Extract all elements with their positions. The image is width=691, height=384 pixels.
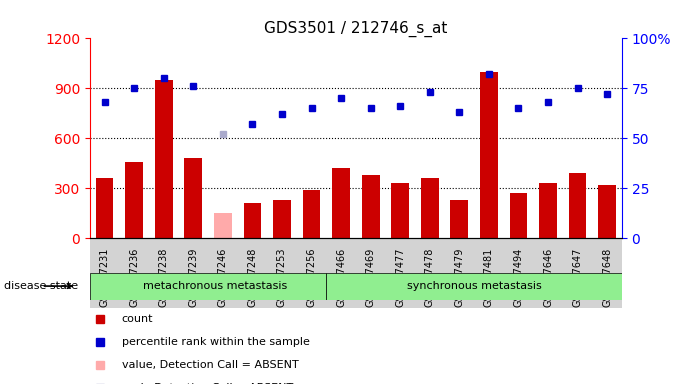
Text: rank, Detection Call = ABSENT: rank, Detection Call = ABSENT bbox=[122, 383, 293, 384]
Bar bbox=[504, 238, 533, 308]
Bar bbox=[267, 238, 296, 308]
Bar bbox=[415, 238, 444, 308]
Bar bbox=[598, 185, 616, 238]
Bar bbox=[474, 238, 504, 308]
Bar bbox=[592, 238, 622, 308]
Text: count: count bbox=[122, 314, 153, 324]
Bar bbox=[149, 238, 178, 308]
Bar bbox=[120, 238, 149, 308]
Bar bbox=[444, 238, 474, 308]
Bar bbox=[421, 178, 439, 238]
Bar bbox=[238, 238, 267, 308]
Bar bbox=[90, 273, 326, 300]
Bar bbox=[296, 238, 326, 308]
Text: synchronous metastasis: synchronous metastasis bbox=[407, 281, 542, 291]
Bar bbox=[533, 238, 562, 308]
Text: percentile rank within the sample: percentile rank within the sample bbox=[122, 337, 310, 347]
Bar bbox=[362, 175, 379, 238]
Bar bbox=[303, 190, 321, 238]
Bar bbox=[178, 238, 208, 308]
Bar bbox=[356, 238, 386, 308]
Bar bbox=[243, 203, 261, 238]
Bar bbox=[125, 162, 143, 238]
Bar bbox=[184, 158, 202, 238]
Bar bbox=[509, 193, 527, 238]
Bar bbox=[480, 72, 498, 238]
Bar bbox=[332, 168, 350, 238]
Bar bbox=[562, 238, 592, 308]
Bar bbox=[155, 80, 173, 238]
Bar bbox=[391, 183, 409, 238]
Text: metachronous metastasis: metachronous metastasis bbox=[143, 281, 287, 291]
Title: GDS3501 / 212746_s_at: GDS3501 / 212746_s_at bbox=[264, 21, 448, 37]
Bar bbox=[539, 183, 557, 238]
Bar bbox=[96, 178, 113, 238]
Bar bbox=[214, 213, 231, 238]
Bar bbox=[326, 238, 356, 308]
Text: value, Detection Call = ABSENT: value, Detection Call = ABSENT bbox=[122, 360, 299, 370]
Bar bbox=[90, 238, 120, 308]
Bar bbox=[208, 238, 238, 308]
Text: disease state: disease state bbox=[4, 281, 79, 291]
Bar bbox=[451, 200, 468, 238]
Bar bbox=[569, 173, 587, 238]
Bar bbox=[326, 273, 636, 300]
Bar bbox=[386, 238, 415, 308]
Bar bbox=[273, 200, 291, 238]
